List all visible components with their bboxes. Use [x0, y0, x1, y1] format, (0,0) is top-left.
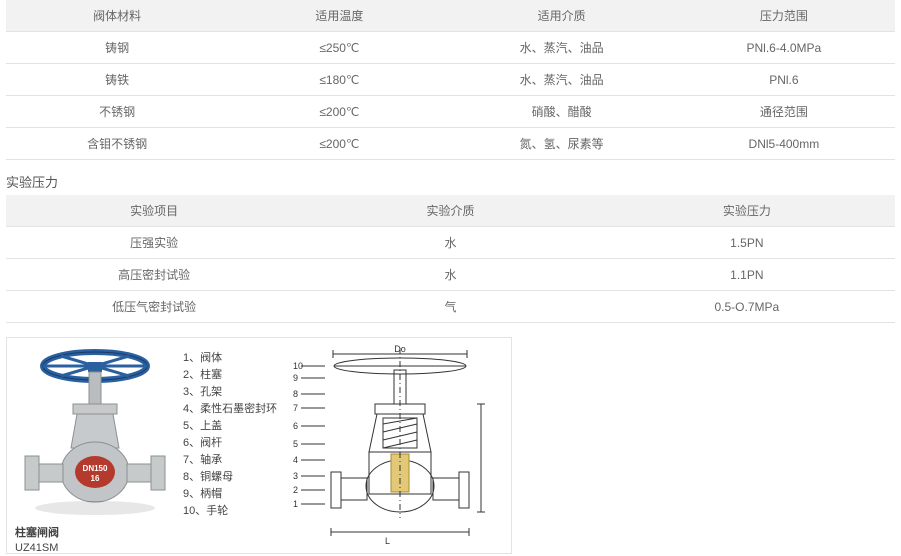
parts-list-item: 5、上盖 [183, 418, 277, 435]
table-cell: 铸铁 [6, 64, 228, 96]
svg-text:5: 5 [293, 439, 298, 449]
col-header: 适用介质 [451, 0, 673, 32]
table-cell: ≤250℃ [228, 32, 450, 64]
table-row: 压强实验水1.5PN [6, 227, 895, 259]
table-cell: 气 [302, 291, 598, 323]
table-cell: DNl5-400mm [673, 128, 895, 160]
valve-photo-svg: DN150 16 [15, 344, 175, 524]
pressure-table: 实验项目 实验介质 实验压力 压强实验水1.5PN高压密封试验水1.1PN低压气… [6, 195, 895, 323]
svg-text:7: 7 [293, 403, 298, 413]
table-cell: 高压密封试验 [6, 259, 302, 291]
col-header: 适用温度 [228, 0, 450, 32]
caption-line1: 柱塞闸阀 [15, 526, 175, 541]
parts-list-item: 2、柱塞 [183, 367, 277, 384]
svg-text:9: 9 [293, 373, 298, 383]
figure-caption: 柱塞闸阀 UZ41SM [15, 526, 175, 556]
col-header: 实验压力 [599, 195, 895, 227]
table-cell: 不锈钢 [6, 96, 228, 128]
figure-panel: DN150 16 柱塞闸阀 UZ41SM 1、阀体2、柱塞3、孔架4、柔性石墨密… [6, 337, 512, 554]
diagram-svg: Do [285, 344, 505, 550]
table-row: 含钼不锈钢≤200℃氮、氢、尿素等DNl5-400mm [6, 128, 895, 160]
table-cell: 0.5-O.7MPa [599, 291, 895, 323]
parts-list-item: 10、手轮 [183, 503, 277, 520]
table-row: 铸钢≤250℃水、蒸汽、油品PNl.6-4.0MPa [6, 32, 895, 64]
table-cell: ≤180℃ [228, 64, 450, 96]
parts-list-item: 6、阀杆 [183, 435, 277, 452]
svg-text:L: L [385, 536, 390, 546]
photo-badge-bot: 16 [91, 474, 100, 483]
col-header: 实验介质 [302, 195, 598, 227]
table-cell: 铸钢 [6, 32, 228, 64]
parts-list-item: 3、孔架 [183, 384, 277, 401]
photo-badge-top: DN150 [83, 464, 108, 473]
table-cell: 低压气密封试验 [6, 291, 302, 323]
product-photo: DN150 16 [15, 344, 175, 524]
parts-list-item: 9、柄帽 [183, 486, 277, 503]
product-photo-column: DN150 16 柱塞闸阀 UZ41SM [15, 344, 175, 549]
parts-list-item: 1、阀体 [183, 350, 277, 367]
table-cell: PNl.6 [673, 64, 895, 96]
col-header: 实验项目 [6, 195, 302, 227]
col-header: 阀体材料 [6, 0, 228, 32]
cross-section-diagram: Do [285, 344, 505, 549]
table-cell: 1.5PN [599, 227, 895, 259]
svg-text:8: 8 [293, 389, 298, 399]
table-cell: ≤200℃ [228, 96, 450, 128]
caption-line2: UZ41SM [15, 541, 175, 556]
table-cell: 水 [302, 259, 598, 291]
table-cell: 水、蒸汽、油品 [451, 64, 673, 96]
table-cell: 水、蒸汽、油品 [451, 32, 673, 64]
table-cell: 硝酸、醋酸 [451, 96, 673, 128]
table-cell: 含钼不锈钢 [6, 128, 228, 160]
table-header-row: 实验项目 实验介质 实验压力 [6, 195, 895, 227]
table-cell: 1.1PN [599, 259, 895, 291]
svg-text:2: 2 [293, 485, 298, 495]
table-header-row: 阀体材料 适用温度 适用介质 压力范围 [6, 0, 895, 32]
parts-list-item: 7、轴承 [183, 452, 277, 469]
table-cell: 通径范围 [673, 96, 895, 128]
table-cell: PNl.6-4.0MPa [673, 32, 895, 64]
col-header: 压力范围 [673, 0, 895, 32]
parts-list: 1、阀体2、柱塞3、孔架4、柔性石墨密封环5、上盖6、阀杆7、轴承8、铜螺母9、… [183, 344, 277, 549]
svg-text:3: 3 [293, 471, 298, 481]
table-cell: 水 [302, 227, 598, 259]
svg-text:1: 1 [293, 499, 298, 509]
svg-text:6: 6 [293, 421, 298, 431]
table-cell: 氮、氢、尿素等 [451, 128, 673, 160]
materials-table: 阀体材料 适用温度 适用介质 压力范围 铸钢≤250℃水、蒸汽、油品PNl.6-… [6, 0, 895, 160]
parts-list-item: 4、柔性石墨密封环 [183, 401, 277, 418]
section-title: 实验压力 [6, 172, 895, 191]
table-row: 不锈钢≤200℃硝酸、醋酸通径范围 [6, 96, 895, 128]
table-cell: 压强实验 [6, 227, 302, 259]
table-row: 高压密封试验水1.1PN [6, 259, 895, 291]
table-row: 低压气密封试验气0.5-O.7MPa [6, 291, 895, 323]
svg-text:4: 4 [293, 455, 298, 465]
table-row: 铸铁≤180℃水、蒸汽、油品PNl.6 [6, 64, 895, 96]
parts-list-item: 8、铜螺母 [183, 469, 277, 486]
table-cell: ≤200℃ [228, 128, 450, 160]
svg-text:10: 10 [293, 361, 303, 371]
